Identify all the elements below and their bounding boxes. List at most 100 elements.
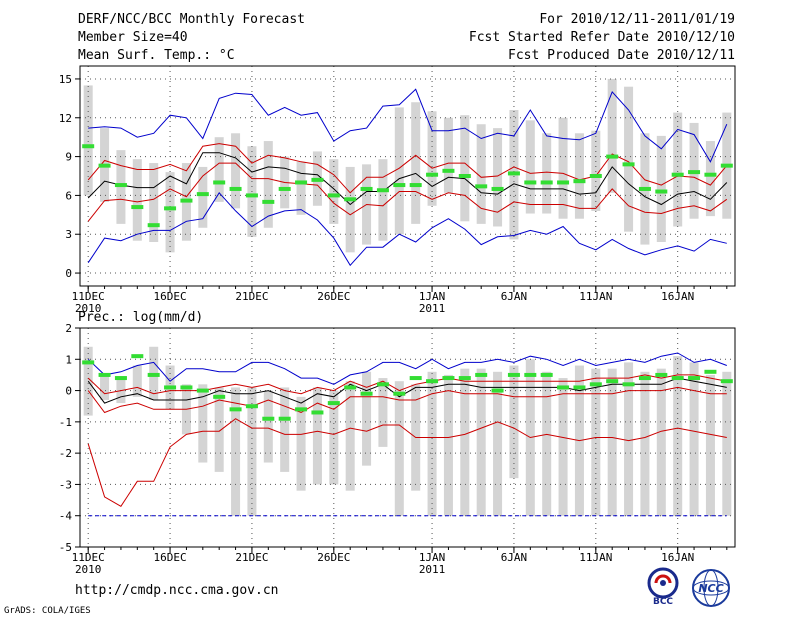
precip-ytick-label: -5 <box>59 541 72 554</box>
precip-obs-day-22 <box>426 379 439 384</box>
temp-box-day-30 <box>558 117 568 219</box>
temp-obs-day-16 <box>327 193 340 198</box>
precip-panel-title: Prec.: log(mm/d) <box>78 310 203 325</box>
precip-box-day-34 <box>624 362 634 516</box>
precip-obs-day-37 <box>671 376 684 381</box>
precip-box-day-11 <box>247 387 257 516</box>
precip-box-day-24 <box>460 368 470 516</box>
precip-obs-day-13 <box>278 416 291 421</box>
temp-obs-day-17 <box>344 197 357 202</box>
temp-obs-day-14 <box>295 180 308 185</box>
variable-label: Mean Surf. Temp.: °C <box>78 48 235 63</box>
temp-obs-day-36 <box>655 189 668 194</box>
precip-box-day-10 <box>231 387 241 516</box>
precip-obs-day-34 <box>622 382 635 387</box>
temp-xtick-label: 11JAN <box>579 290 612 303</box>
grads-credit: GrADS: COLA/IGES <box>4 606 91 616</box>
temp-obs-day-8 <box>196 192 209 197</box>
forecast-produced-date: Fcst Produced Date 2010/12/11 <box>508 48 735 63</box>
precip-obs-day-35 <box>638 376 651 381</box>
forecast-started-date: Fcst Started Refer Date 2010/12/10 <box>468 30 735 45</box>
temp-obs-day-12 <box>262 199 275 204</box>
temp-box-day-9 <box>214 137 224 202</box>
precip-xtick-label: 6JAN <box>501 551 528 564</box>
temp-box-day-20 <box>394 107 404 235</box>
precip-box-day-18 <box>362 371 372 466</box>
precip-box-day-17 <box>345 381 355 491</box>
temp-obs-day-15 <box>311 177 324 182</box>
temp-obs-day-2 <box>98 163 111 168</box>
temp-xtick-label: 26DEC <box>317 290 350 303</box>
precip-obs-day-18 <box>360 391 373 396</box>
precip-envelope-line <box>87 352 727 385</box>
temp-obs-day-31 <box>573 179 586 184</box>
precip-box-day-26 <box>493 371 503 516</box>
temp-box-day-21 <box>411 102 421 224</box>
temp-obs-day-1 <box>82 144 95 149</box>
temp-box-day-22 <box>427 111 437 206</box>
precip-box-day-15 <box>312 387 322 485</box>
precip-obs-day-19 <box>376 382 389 387</box>
precip-obs-day-16 <box>327 401 340 406</box>
precip-obs-day-3 <box>114 376 127 381</box>
temp-obs-day-39 <box>704 172 717 177</box>
member-size-label: Member Size=40 <box>78 30 188 45</box>
temp-obs-day-3 <box>114 183 127 188</box>
precip-obs-day-24 <box>458 376 471 381</box>
temp-box-day-24 <box>460 115 470 222</box>
precip-box-day-33 <box>607 368 617 516</box>
precip-mean-plus-line <box>87 374 727 395</box>
temp-obs-day-11 <box>245 193 258 198</box>
temp-xtick-year: 2010 <box>75 302 102 315</box>
temp-box-day-28 <box>525 120 535 214</box>
precip-mean-minus-line <box>87 386 727 414</box>
temp-ytick-label: 15 <box>59 73 72 86</box>
temp-ytick-label: 12 <box>59 112 72 125</box>
precip-xtick-label: 16JAN <box>661 551 694 564</box>
precip-obs-day-29 <box>540 372 553 377</box>
precip-box-day-16 <box>329 390 339 485</box>
precip-box-day-19 <box>378 378 388 447</box>
precip-box-day-25 <box>476 368 486 516</box>
precip-obs-day-14 <box>295 407 308 412</box>
temp-ytick-label: 9 <box>65 151 72 164</box>
ncc-logo: NCC <box>692 569 730 607</box>
temp-obs-day-28 <box>524 180 537 185</box>
precip-obs-day-27 <box>507 372 520 377</box>
precip-box-day-39 <box>705 374 715 516</box>
precip-obs-day-4 <box>131 354 144 359</box>
temp-obs-day-5 <box>147 223 160 228</box>
temp-obs-day-34 <box>622 162 635 167</box>
bcc-logo: BCC <box>647 567 679 606</box>
temp-obs-day-10 <box>229 186 242 191</box>
temp-obs-day-37 <box>671 172 684 177</box>
precip-obs-day-36 <box>655 372 668 377</box>
precip-obs-day-10 <box>229 407 242 412</box>
temp-plot-frame <box>79 65 736 287</box>
temp-xtick-label: 6JAN <box>501 290 528 303</box>
temp-box-day-19 <box>378 159 388 241</box>
precip-obs-day-12 <box>262 416 275 421</box>
temp-xtick-label: 1JAN <box>419 290 446 303</box>
temp-box-day-33 <box>607 78 617 193</box>
temp-box-day-25 <box>476 124 486 224</box>
temp-box-day-39 <box>705 141 715 217</box>
precip-obs-day-9 <box>213 394 226 399</box>
temp-obs-day-30 <box>557 180 570 185</box>
precip-xtick-label: 21DEC <box>235 551 268 564</box>
temp-obs-day-13 <box>278 186 291 191</box>
precip-obs-day-23 <box>442 376 455 381</box>
precip-xtick-label: 1JAN <box>419 551 446 564</box>
precip-box-day-38 <box>689 362 699 516</box>
precip-box-day-27 <box>509 365 519 479</box>
precip-box-day-36 <box>656 368 666 516</box>
temp-box-day-5 <box>149 163 159 242</box>
precip-obs-day-1 <box>82 360 95 365</box>
temp-xtick-label: 16JAN <box>661 290 694 303</box>
temp-box-day-32 <box>591 130 601 211</box>
precip-plot-frame <box>79 327 736 548</box>
precip-box-day-13 <box>280 387 290 472</box>
temp-obs-day-26 <box>491 186 504 191</box>
source-url: http://cmdp.ncc.cma.gov.cn <box>75 583 279 598</box>
temp-box-day-10 <box>231 133 241 209</box>
